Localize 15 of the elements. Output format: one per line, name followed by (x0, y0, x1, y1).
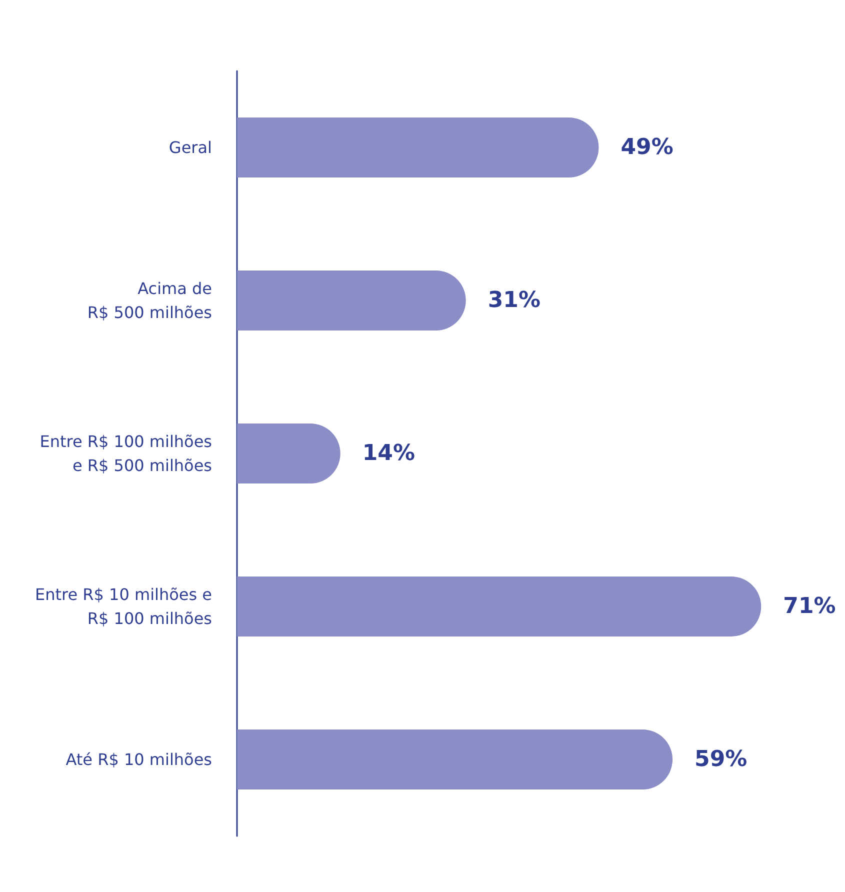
data-label: 59% (694, 747, 748, 772)
y-tick-label: Até R$ 10 milhões (66, 750, 212, 769)
data-label: 71% (783, 594, 836, 619)
y-tick-label: Entre R$ 10 milhões e R$ 100 milhões (34, 585, 212, 628)
bar (237, 118, 599, 178)
y-tick-label: Geral (168, 138, 212, 157)
data-label: 31% (488, 288, 541, 313)
data-label: 49% (620, 135, 674, 160)
bar (237, 424, 340, 484)
y-tick-label: Entre R$ 100 milhões e R$ 500 milhões (40, 432, 212, 475)
bar (237, 270, 466, 330)
y-tick-label: Acima de R$ 500 milhões (87, 279, 212, 322)
bar (237, 576, 762, 636)
bar (237, 730, 673, 790)
data-label: 14% (362, 441, 416, 466)
